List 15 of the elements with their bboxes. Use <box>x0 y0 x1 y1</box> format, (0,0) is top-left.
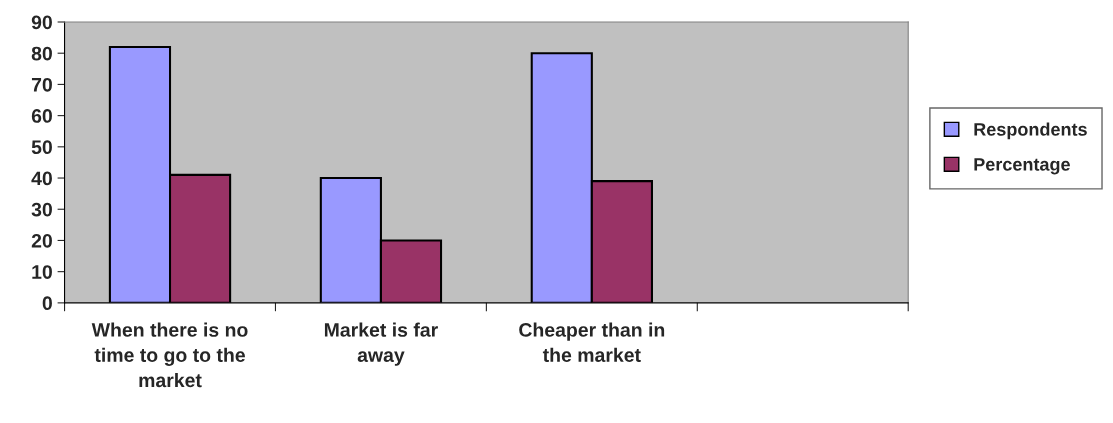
y-tick-label: 0 <box>42 296 52 311</box>
legend-label: Percentage <box>974 158 1070 175</box>
y-tick-label: 40 <box>31 171 52 186</box>
x-tick-label: Cheaper than in the market <box>519 322 665 362</box>
y-tick-label: 50 <box>31 140 52 155</box>
x-tick-label: Market is far away <box>324 322 438 366</box>
y-tick-label: 60 <box>31 109 52 123</box>
legend-label: Respondents <box>974 122 1087 140</box>
x-tick-label: When there is no time to go to the market <box>91 322 248 388</box>
y-tick-label: 80 <box>31 46 52 61</box>
y-tick-label: 30 <box>31 202 52 217</box>
y-tick-label: 90 <box>31 15 52 30</box>
y-tick-label: 70 <box>31 77 52 92</box>
y-tick-label: 10 <box>32 265 52 279</box>
y-tick-label: 20 <box>31 233 52 248</box>
